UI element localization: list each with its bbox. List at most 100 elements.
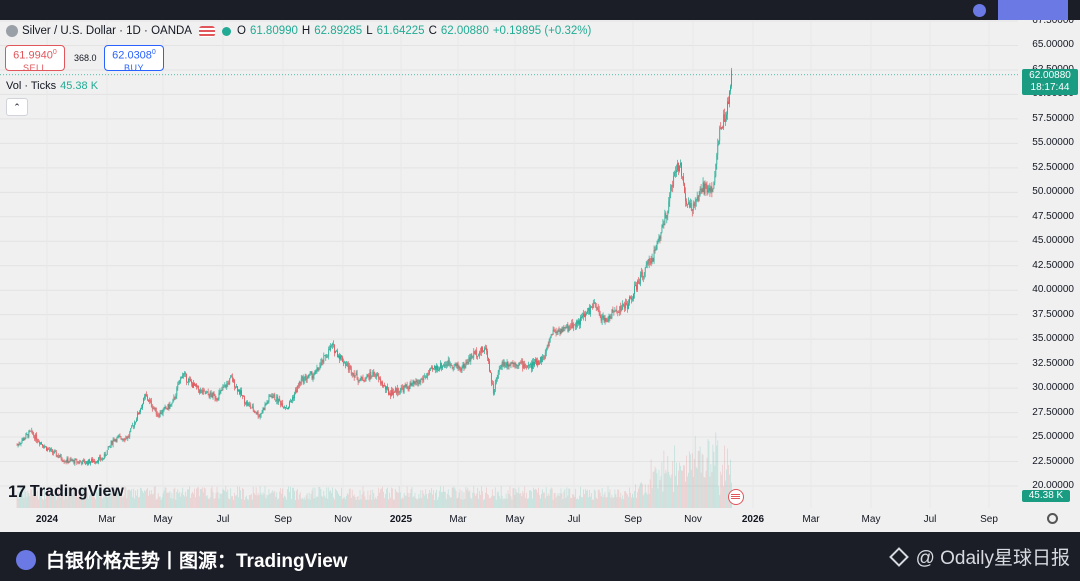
candle-body: [295, 389, 297, 392]
volume-bar: [419, 498, 421, 508]
price-chart-svg[interactable]: [0, 20, 1080, 532]
candle-body: [410, 383, 412, 386]
volume-bar: [16, 496, 18, 508]
volume-bar: [263, 494, 265, 508]
volume-bar: [88, 498, 90, 508]
candle-body: [695, 199, 697, 202]
candle-body: [655, 249, 657, 250]
volume-bar: [430, 492, 432, 508]
candle-body: [164, 406, 166, 408]
volume-bar: [342, 499, 343, 508]
volume-bar: [82, 488, 84, 508]
candle-body: [490, 372, 492, 384]
candle-body: [269, 395, 271, 397]
collapse-legend-button[interactable]: ⌃: [6, 98, 28, 116]
volume-bar: [625, 491, 627, 508]
candle-body: [674, 172, 676, 177]
volume-bar: [283, 497, 285, 508]
volume-bar: [568, 488, 570, 508]
candle-body: [685, 192, 686, 202]
candle-body: [715, 164, 717, 177]
chart-area[interactable]: Silver / U.S. Dollar · 1D · OANDA O 61.80…: [0, 20, 1080, 532]
volume-bar: [44, 486, 45, 508]
volume-bar: [123, 495, 125, 508]
volume-bar: [708, 440, 710, 508]
volume-bar: [350, 497, 352, 508]
volume-bar: [501, 495, 503, 508]
volume-bar: [663, 450, 665, 508]
candle-body: [115, 439, 117, 442]
volume-bar: [198, 496, 200, 508]
candle-body: [93, 460, 94, 463]
volume-bar: [156, 498, 158, 508]
volume-bar: [187, 489, 188, 508]
candle-body: [323, 355, 325, 363]
volume-bar: [173, 488, 175, 508]
candle-body: [538, 360, 539, 365]
candle-body: [626, 302, 628, 305]
volume-bar: [474, 493, 476, 508]
candle-body: [583, 313, 584, 317]
volume-bar: [329, 491, 331, 508]
volume-bar: [668, 471, 670, 508]
candle-body: [573, 324, 575, 329]
candle-body: [392, 390, 393, 395]
volume-legend[interactable]: Vol · Ticks 45.38 K: [6, 80, 98, 92]
volume-bar: [194, 488, 195, 508]
candle-body: [99, 456, 101, 460]
volume-bar: [546, 496, 548, 508]
low-value: 61.64225: [376, 25, 425, 37]
volume-bar: [374, 499, 376, 508]
symbol-title[interactable]: Silver / U.S. Dollar · 1D · OANDA: [22, 25, 192, 37]
candle-body: [439, 367, 440, 370]
candle-body: [484, 348, 485, 351]
candle-body: [645, 264, 647, 268]
volume-bar: [386, 488, 387, 508]
candle-body: [694, 201, 696, 206]
volume-bar: [20, 486, 22, 508]
volume-bar: [406, 486, 408, 508]
candle-body: [543, 357, 545, 359]
us-event-marker-icon[interactable]: [728, 489, 744, 505]
volume-bar: [39, 488, 41, 508]
close-label: C: [428, 25, 437, 37]
tradingview-logo[interactable]: 17 TradingView: [8, 482, 124, 502]
candle-body: [553, 329, 555, 332]
buy-button[interactable]: 62.03080 BUY: [104, 45, 164, 73]
candle-body: [243, 395, 244, 397]
volume-bar: [486, 487, 487, 508]
candle-body: [65, 461, 67, 463]
volume-bar: [165, 487, 167, 508]
volume-bar: [176, 491, 178, 508]
volume-bar: [591, 499, 593, 508]
candle-body: [301, 376, 303, 379]
volume-bar: [455, 490, 457, 508]
volume-bar: [192, 491, 193, 508]
sell-button[interactable]: 61.99400 SELL: [5, 45, 65, 73]
candle-body: [409, 383, 411, 389]
volume-bar: [349, 488, 351, 508]
candle-body: [425, 376, 427, 378]
candle-body: [96, 461, 97, 463]
time-axis[interactable]: 2024 Mar May Jul Sep Nov 2025 Mar May Jul Sep Nov 20…: [0, 510, 1080, 532]
volume-bar: [259, 486, 261, 508]
volume-bar: [711, 472, 713, 508]
candle-body: [518, 362, 520, 366]
gear-icon[interactable]: [1047, 513, 1058, 524]
volume-bar: [87, 492, 89, 508]
volume-bar: [107, 496, 109, 508]
candle-body: [333, 344, 335, 345]
candle-body: [113, 439, 115, 441]
candle-body: [579, 320, 580, 325]
volume-bar: [441, 491, 443, 508]
candle-body: [408, 388, 410, 390]
price-tick-label: 40.00000: [1032, 284, 1074, 296]
candle-body: [174, 397, 176, 399]
market-open-icon: [221, 26, 231, 36]
candle-body: [179, 380, 181, 385]
volume-bar: [520, 492, 522, 508]
candle-body: [35, 434, 37, 440]
volume-bar: [68, 487, 70, 508]
volume-bar: [459, 489, 461, 508]
volume-bar: [586, 490, 587, 508]
